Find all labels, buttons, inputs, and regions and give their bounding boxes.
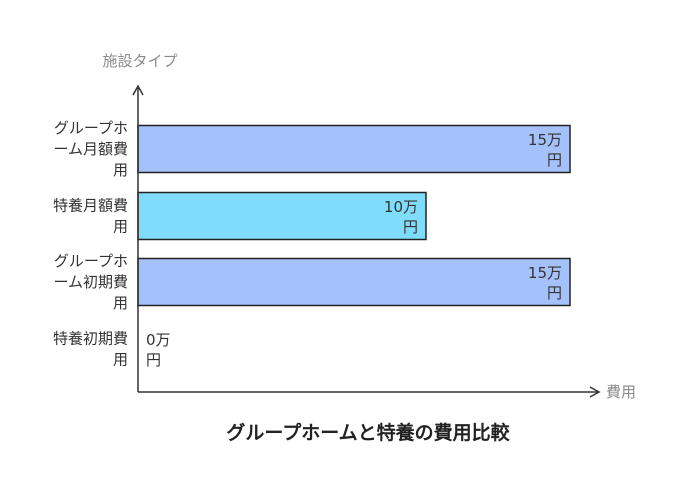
category-label-2: グループホーム初期費用 <box>53 252 128 312</box>
chart-title: グループホームと特養の費用比較 <box>226 421 510 444</box>
value-label-0: 15万円 <box>528 131 562 169</box>
value-labels: 15万円 10万円 15万円 0万円 <box>146 131 562 369</box>
x-axis-title: 費用 <box>606 383 636 401</box>
value-label-3: 0万円 <box>146 331 171 369</box>
value-label-2: 15万円 <box>528 264 562 302</box>
y-axis-title: 施設タイプ <box>102 52 177 70</box>
category-label-1: 特養月額費用 <box>53 197 128 236</box>
bars-group <box>137 124 571 307</box>
category-label-3: 特養初期費用 <box>53 330 128 369</box>
value-label-1: 10万円 <box>384 198 418 236</box>
y-axis-arrow <box>132 84 144 96</box>
category-label-0: グループホーム月額費用 <box>53 119 128 179</box>
bar-1 <box>137 191 427 241</box>
bar-0 <box>137 124 571 174</box>
bar-2 <box>137 257 571 307</box>
x-axis-arrow <box>589 386 601 398</box>
